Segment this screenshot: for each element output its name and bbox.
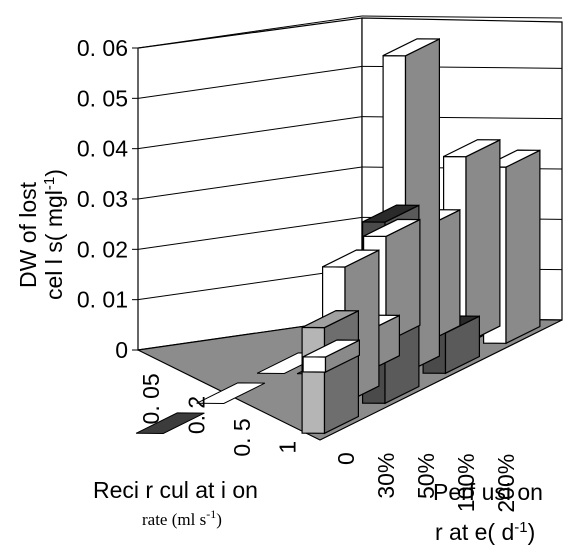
bar-side	[505, 149, 541, 345]
z-axis-title-line1: DW of lost	[15, 181, 41, 288]
perfusion-tick-label: 100%	[453, 453, 479, 512]
z-tick-label: 0	[115, 337, 128, 363]
perfusion-tick-label: 30%	[373, 453, 399, 499]
bar-side	[323, 309, 359, 435]
gridline-left	[137, 116, 363, 150]
perfusion-axis-ticks: 0 30% 50% 100% 200%	[333, 452, 519, 512]
bar-top	[322, 249, 380, 268]
gridline-left	[137, 216, 363, 250]
perfusion-tick-label: 0	[333, 452, 359, 465]
bars	[301, 38, 541, 435]
floor-tile	[196, 382, 266, 405]
recirculation-axis-title-line2: rate (ml s-1)	[142, 507, 222, 529]
z-tick-label: 0. 04	[77, 136, 128, 162]
floor-tile	[135, 412, 205, 435]
bar-side	[465, 138, 501, 344]
gridline-left	[137, 65, 363, 99]
recirculation-tick-label: 0. 05	[138, 373, 164, 424]
bar-top	[382, 38, 440, 57]
recirculation-tick-label: 1	[274, 441, 300, 454]
bar-top	[443, 139, 501, 158]
z-axis-ticks: 0 0. 01 0. 02 0. 03 0. 04 0. 05 0. 06	[77, 35, 138, 363]
bar-front	[302, 356, 327, 373]
perfusion-tick-label: 50%	[413, 453, 439, 499]
recirculation-tick-label: 0. 5	[229, 418, 255, 456]
perfusion-axis-title-line1: Perf usi on	[433, 479, 543, 505]
z-axis-title-line2: cel l s( mgl-1)	[41, 169, 68, 300]
bar-top	[302, 339, 360, 358]
z-tick-label: 0. 05	[77, 85, 128, 111]
bar-top	[301, 309, 359, 329]
perfusion-axis-title-line2: r at e( d-1)	[435, 519, 535, 546]
gridline-left	[137, 166, 363, 200]
recirculation-axis-ticks: 0. 05 0. 2 0. 5 1	[138, 373, 300, 456]
bar-top	[362, 204, 420, 223]
recirculation-axis-title-line1: Reci r cul at i on	[93, 477, 258, 503]
gridline-right	[361, 15, 563, 19]
z-tick-label: 0. 03	[77, 186, 128, 212]
bar-front	[301, 326, 326, 434]
perfusion-tick-label: 200%	[493, 454, 519, 513]
z-tick-label: 0. 01	[77, 287, 128, 313]
recirculation-tick-label: 0. 2	[183, 396, 209, 434]
bar-top	[363, 218, 421, 238]
z-tick-label: 0. 06	[77, 35, 128, 61]
z-tick-label: 0. 02	[77, 236, 128, 262]
gridline-left	[137, 15, 363, 49]
